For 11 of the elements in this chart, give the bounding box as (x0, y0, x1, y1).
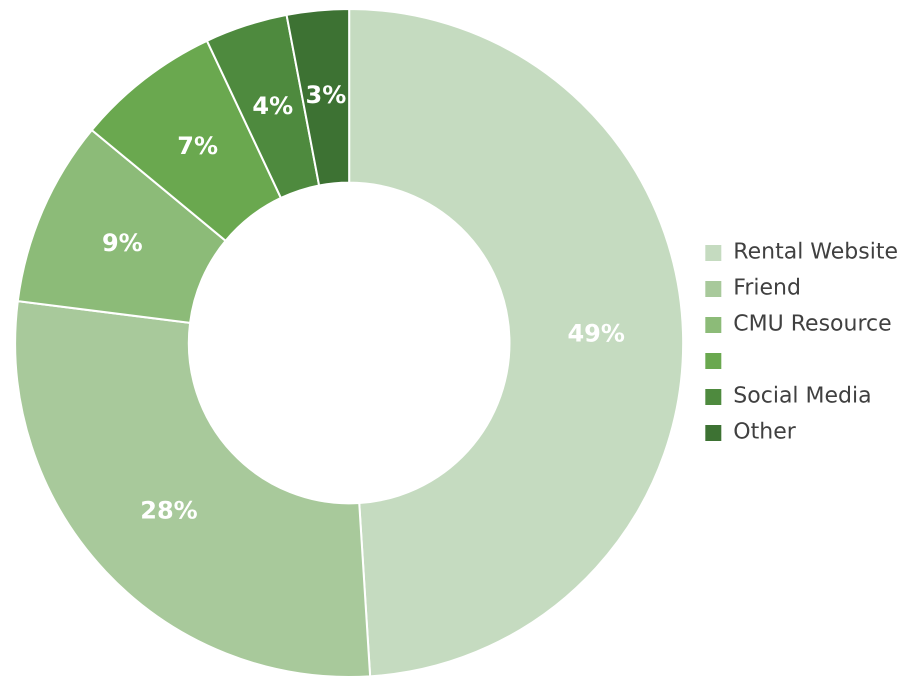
legend-label: Social Media (733, 384, 872, 409)
data-label: 28% (140, 496, 198, 524)
data-label: 9% (102, 229, 143, 258)
legend-label: Friend (733, 276, 801, 301)
data-label: 49% (567, 319, 625, 348)
legend-label: CMU Resource (733, 312, 892, 337)
data-label: 3% (306, 81, 346, 110)
data-label: 4% (252, 92, 294, 120)
legend-label: Rental Website (733, 240, 898, 265)
data-label: 7% (177, 132, 218, 160)
legend-label: Other (733, 420, 797, 445)
